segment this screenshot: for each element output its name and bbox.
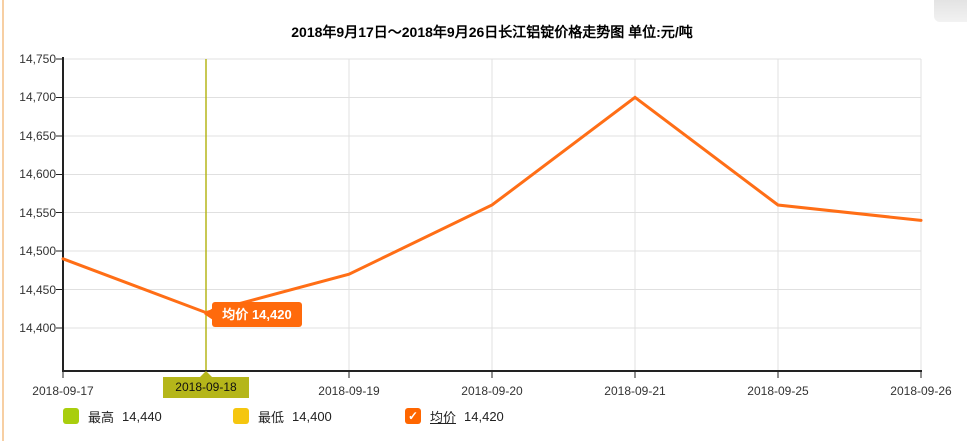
corner-decoration (934, 0, 967, 22)
x-axis-label[interactable]: 2018-09-26 (890, 384, 952, 398)
x-axis-label-selected[interactable]: 2018-09-18 (163, 371, 249, 398)
legend-max-value: 14,440 (122, 408, 162, 424)
legend-item-max: 最高 14,440 (63, 407, 162, 425)
legend-min-value: 14,400 (292, 408, 332, 424)
tooltip-value: 14,420 (251, 307, 292, 322)
legend-min-label: 最低 (258, 409, 285, 425)
legend-avg-value: 14,420 (464, 408, 504, 424)
page-left-border (2, 0, 4, 441)
x-axis-label[interactable]: 2018-09-25 (747, 384, 809, 398)
y-axis-label: 14,400 (19, 321, 56, 335)
y-axis-label: 14,600 (19, 167, 56, 182)
y-axis-label: 14,500 (19, 244, 56, 259)
legend-avg-label[interactable]: 均价 (430, 409, 457, 425)
legend-item-avg[interactable]: ✓ 均价 14,420 (405, 407, 504, 425)
max-swatch-icon (63, 408, 79, 424)
legend-max-label: 最高 (88, 409, 115, 425)
tooltip-arrow-icon (204, 308, 213, 320)
x-axis-label[interactable]: 2018-09-20 (461, 384, 523, 398)
chart-legend: 最高 14,440 最低 14,400 ✓ 均价 14,420 (0, 407, 967, 427)
x-axis-label[interactable]: 2018-09-21 (604, 384, 666, 398)
checked-checkbox-icon[interactable]: ✓ (405, 408, 421, 424)
x-axis-label[interactable]: 2018-09-17 (32, 384, 94, 398)
selected-date-pointer-icon (199, 371, 213, 378)
x-axis-label[interactable]: 2018-09-19 (318, 384, 380, 398)
y-axis-label: 14,550 (19, 205, 56, 220)
chart-title: 2018年9月17日～2018年9月26日长江铝锭价格走势图 单位:元/吨 (291, 24, 693, 40)
y-axis-label: 14,700 (19, 90, 56, 105)
min-swatch-icon (233, 408, 249, 424)
avg-price-tooltip: 均价 14,420 (204, 302, 302, 327)
legend-item-min: 最低 14,400 (233, 407, 332, 425)
tooltip-label: 均价 (222, 307, 249, 322)
y-axis-label: 14,650 (19, 128, 56, 143)
y-axis-label: 14,750 (19, 52, 56, 66)
y-axis-label: 14,450 (19, 282, 56, 297)
